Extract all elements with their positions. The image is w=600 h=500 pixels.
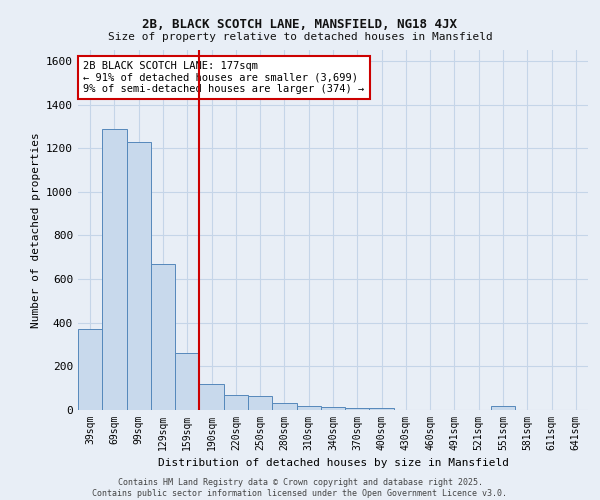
- Bar: [102, 128, 127, 410]
- Bar: [224, 394, 248, 410]
- Bar: [151, 264, 175, 410]
- Text: 2B, BLACK SCOTCH LANE, MANSFIELD, NG18 4JX: 2B, BLACK SCOTCH LANE, MANSFIELD, NG18 4…: [143, 18, 458, 30]
- Bar: [175, 354, 199, 410]
- Text: 2B BLACK SCOTCH LANE: 177sqm
← 91% of detached houses are smaller (3,699)
9% of : 2B BLACK SCOTCH LANE: 177sqm ← 91% of de…: [83, 61, 364, 94]
- Bar: [248, 396, 272, 410]
- Bar: [127, 142, 151, 410]
- Bar: [491, 406, 515, 410]
- Bar: [345, 408, 370, 410]
- Bar: [272, 404, 296, 410]
- Bar: [199, 384, 224, 410]
- Text: Size of property relative to detached houses in Mansfield: Size of property relative to detached ho…: [107, 32, 493, 42]
- Bar: [370, 408, 394, 410]
- Bar: [321, 407, 345, 410]
- Y-axis label: Number of detached properties: Number of detached properties: [31, 132, 41, 328]
- Bar: [296, 406, 321, 410]
- Text: Contains HM Land Registry data © Crown copyright and database right 2025.
Contai: Contains HM Land Registry data © Crown c…: [92, 478, 508, 498]
- Bar: [78, 330, 102, 410]
- X-axis label: Distribution of detached houses by size in Mansfield: Distribution of detached houses by size …: [157, 458, 509, 468]
